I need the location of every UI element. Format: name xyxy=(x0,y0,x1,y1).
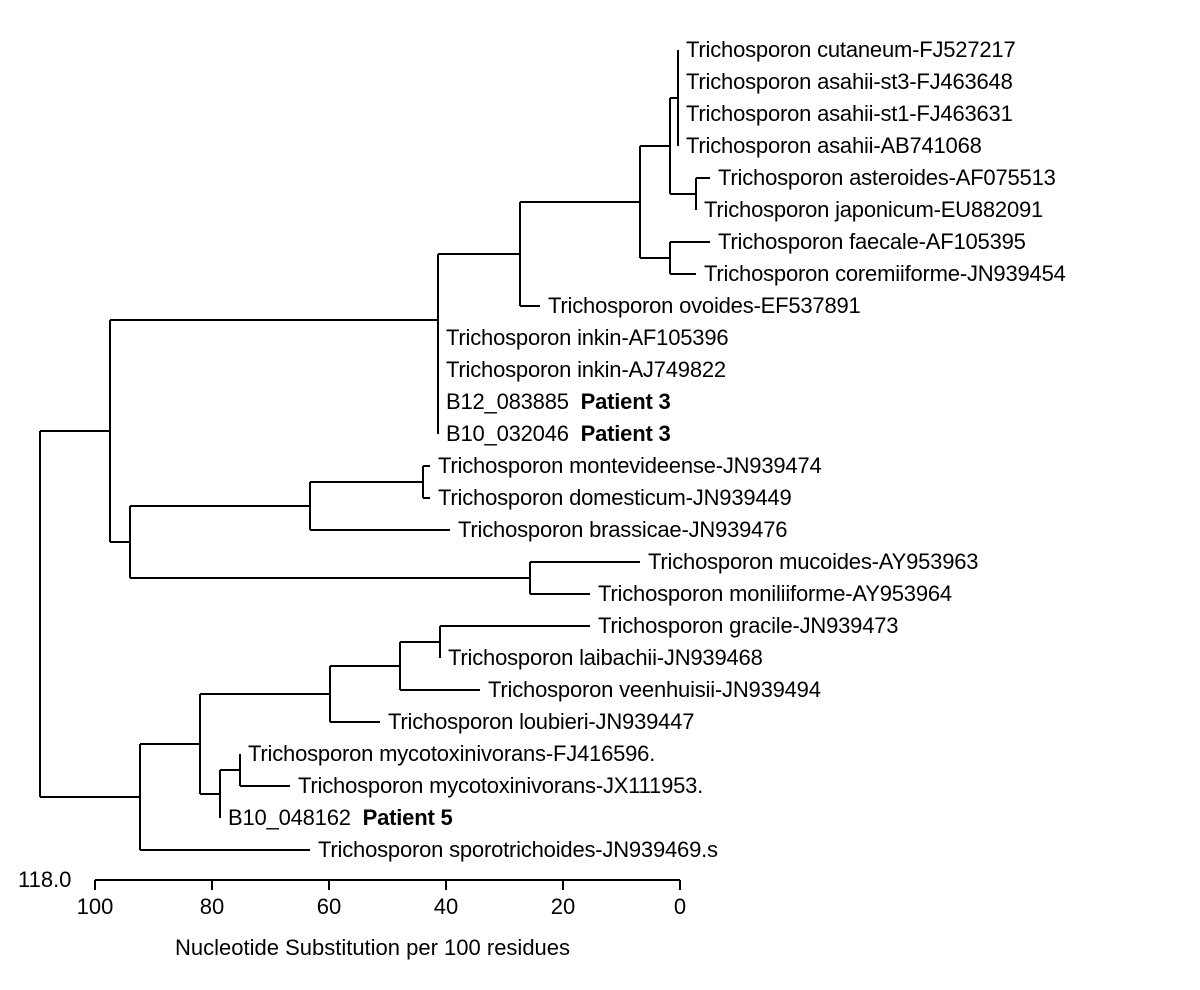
patient-tag: Patient 3 xyxy=(581,421,671,446)
taxon-name: Trichosporon loubieri-JN939447 xyxy=(388,709,694,734)
taxon-name: Trichosporon coremiiforme-JN939454 xyxy=(704,261,1066,286)
taxon-label: Trichosporon inkin-AJ749822 xyxy=(446,357,726,383)
axis-title: Nucleotide Substitution per 100 residues xyxy=(175,935,570,961)
taxon-label: Trichosporon coremiiforme-JN939454 xyxy=(704,261,1066,287)
taxon-name: Trichosporon cutaneum-FJ527217 xyxy=(686,37,1015,62)
taxon-label: Trichosporon asahii-st1-FJ463631 xyxy=(686,101,1013,127)
taxon-label: Trichosporon loubieri-JN939447 xyxy=(388,709,694,735)
taxon-name: Trichosporon mucoides-AY953963 xyxy=(648,549,978,574)
taxon-label: Trichosporon montevideense-JN939474 xyxy=(438,453,822,479)
taxon-label: Trichosporon mucoides-AY953963 xyxy=(648,549,978,575)
taxon-name: Trichosporon domesticum-JN939449 xyxy=(438,485,792,510)
taxon-name: Trichosporon laibachii-JN939468 xyxy=(448,645,763,670)
taxon-label: B10_032046 Patient 3 xyxy=(446,421,671,447)
taxon-name: Trichosporon japonicum-EU882091 xyxy=(704,197,1043,222)
taxon-label: Trichosporon laibachii-JN939468 xyxy=(448,645,763,671)
taxon-name: Trichosporon inkin-AJ749822 xyxy=(446,357,726,382)
taxon-name: Trichosporon moniliiforme-AY953964 xyxy=(598,581,952,606)
taxon-label: Trichosporon asahii-AB741068 xyxy=(686,133,982,159)
axis-tick-label: 60 xyxy=(317,894,341,920)
taxon-name: B10_048162 xyxy=(228,805,351,830)
taxon-label: Trichosporon moniliiforme-AY953964 xyxy=(598,581,952,607)
taxon-label: Trichosporon asteroides-AF075513 xyxy=(718,165,1056,191)
taxon-label: Trichosporon sporotrichoides-JN939469.s xyxy=(318,837,718,863)
taxon-label: Trichosporon asahii-st3-FJ463648 xyxy=(686,69,1013,95)
axis-tick-label: 80 xyxy=(200,894,224,920)
taxon-label: B12_083885 Patient 3 xyxy=(446,389,671,415)
taxon-name: Trichosporon brassicae-JN939476 xyxy=(458,517,787,542)
taxon-name: Trichosporon asahii-AB741068 xyxy=(686,133,982,158)
taxon-name: Trichosporon asteroides-AF075513 xyxy=(718,165,1056,190)
taxon-name: Trichosporon gracile-JN939473 xyxy=(598,613,898,638)
taxon-label: Trichosporon ovoides-EF537891 xyxy=(548,293,861,319)
axis-tick-label: 0 xyxy=(674,894,686,920)
taxon-label: Trichosporon mycotoxinivorans-JX111953. xyxy=(298,773,703,799)
patient-tag: Patient 3 xyxy=(581,389,671,414)
taxon-name: Trichosporon montevideense-JN939474 xyxy=(438,453,822,478)
taxon-name: Trichosporon inkin-AF105396 xyxy=(446,325,728,350)
taxon-name: Trichosporon asahii-st1-FJ463631 xyxy=(686,101,1013,126)
taxon-label: Trichosporon inkin-AF105396 xyxy=(446,325,728,351)
axis-tick-label: 20 xyxy=(551,894,575,920)
taxon-label: Trichosporon mycotoxinivorans-FJ416596. xyxy=(248,741,655,767)
taxon-name: Trichosporon asahii-st3-FJ463648 xyxy=(686,69,1013,94)
taxon-label: Trichosporon gracile-JN939473 xyxy=(598,613,898,639)
taxon-name: Trichosporon sporotrichoides-JN939469.s xyxy=(318,837,718,862)
taxon-label: Trichosporon faecale-AF105395 xyxy=(718,229,1026,255)
taxon-name: Trichosporon faecale-AF105395 xyxy=(718,229,1026,254)
taxon-name: Trichosporon mycotoxinivorans-JX111953. xyxy=(298,773,703,798)
patient-tag: Patient 5 xyxy=(363,805,453,830)
axis-tick-label: 40 xyxy=(434,894,458,920)
taxon-name: Trichosporon ovoides-EF537891 xyxy=(548,293,861,318)
phylo-tree: Trichosporon cutaneum-FJ527217 Trichospor… xyxy=(0,0,1200,990)
taxon-label: Trichosporon veenhuisii-JN939494 xyxy=(488,677,821,703)
taxon-name: Trichosporon mycotoxinivorans-FJ416596. xyxy=(248,741,655,766)
taxon-label: B10_048162 Patient 5 xyxy=(228,805,453,831)
axis-root-label: 118.0 xyxy=(18,867,71,893)
taxon-name: B10_032046 xyxy=(446,421,569,446)
taxon-label: Trichosporon domesticum-JN939449 xyxy=(438,485,792,511)
axis-tick-label: 100 xyxy=(77,894,114,920)
taxon-label: Trichosporon brassicae-JN939476 xyxy=(458,517,787,543)
taxon-name: B12_083885 xyxy=(446,389,569,414)
taxon-label: Trichosporon cutaneum-FJ527217 xyxy=(686,37,1015,63)
taxon-label: Trichosporon japonicum-EU882091 xyxy=(704,197,1043,223)
taxon-name: Trichosporon veenhuisii-JN939494 xyxy=(488,677,821,702)
